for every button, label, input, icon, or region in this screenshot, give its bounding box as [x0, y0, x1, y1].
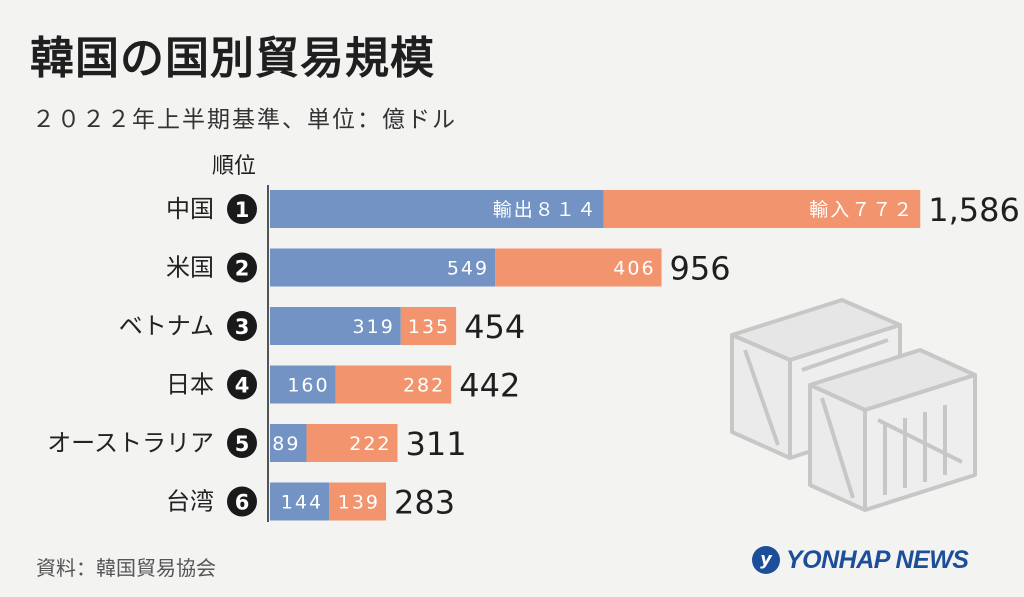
rank-badge	[227, 486, 257, 517]
rank-header: 順位	[212, 154, 257, 179]
export-bar	[270, 248, 496, 287]
export-value-label: 144	[281, 492, 323, 514]
category-label: 米国	[166, 254, 214, 282]
crate-icon	[730, 298, 977, 512]
export-bar	[270, 424, 307, 462]
yonhap-logo-icon: y	[752, 546, 780, 574]
rank-badge	[227, 194, 257, 224]
import-bar	[335, 365, 452, 404]
export-value-label: 319	[353, 316, 395, 338]
rank-badge	[227, 369, 257, 400]
rank-badge	[227, 311, 257, 341]
import-bar	[306, 424, 398, 462]
category-label: ベトナム	[119, 312, 214, 340]
logo-text: YONHAP NEWS	[786, 546, 969, 574]
export-bar	[270, 482, 330, 521]
import-value-label: 282	[403, 375, 445, 397]
total-value-label: 442	[459, 367, 520, 405]
import-bar	[329, 482, 387, 521]
import-value-label: 139	[338, 492, 380, 514]
import-value-label: 222	[349, 433, 391, 455]
total-value-label: 454	[464, 308, 525, 346]
export-bar	[270, 307, 401, 345]
total-value-label: 311	[406, 425, 467, 463]
category-label: 台湾	[166, 488, 214, 516]
source-note: 資料：韓国貿易協会	[36, 556, 216, 580]
rank-number: 5	[235, 432, 250, 456]
total-value-label: 283	[394, 484, 455, 522]
rank-number: 2	[235, 257, 250, 281]
import-bar	[603, 190, 921, 228]
yonhap-logo: y YONHAP NEWS	[752, 544, 992, 580]
export-bar	[270, 190, 604, 228]
rank-number: 3	[235, 315, 250, 339]
category-label: オーストラリア	[47, 429, 214, 457]
export-value-label: 549	[447, 258, 489, 280]
import-bar	[495, 248, 662, 287]
category-label: 日本	[166, 371, 214, 399]
total-value-label: 956	[670, 250, 731, 288]
rank-number: 6	[235, 491, 250, 515]
total-value-label: 1,586	[928, 191, 1020, 229]
import-bar	[400, 307, 457, 345]
export-bar	[270, 365, 336, 404]
rank-badge	[227, 428, 257, 458]
category-label: 中国	[166, 195, 214, 223]
rank-badge	[227, 252, 257, 283]
rank-number: 1	[235, 198, 250, 222]
import-value-label: 406	[613, 258, 655, 280]
chart-subtitle: ２０２２年上半期基準、単位：億ドル	[32, 107, 457, 133]
rank-number: 4	[235, 374, 250, 398]
import-value-label: 輸入７７２	[809, 199, 914, 221]
export-value-label: 160	[287, 375, 329, 397]
import-value-label: 135	[408, 316, 450, 338]
export-value-label: 輸出８１４	[493, 199, 598, 221]
chart-title: 韓国の国別貿易規模	[30, 33, 435, 84]
export-value-label: 89	[272, 433, 300, 455]
